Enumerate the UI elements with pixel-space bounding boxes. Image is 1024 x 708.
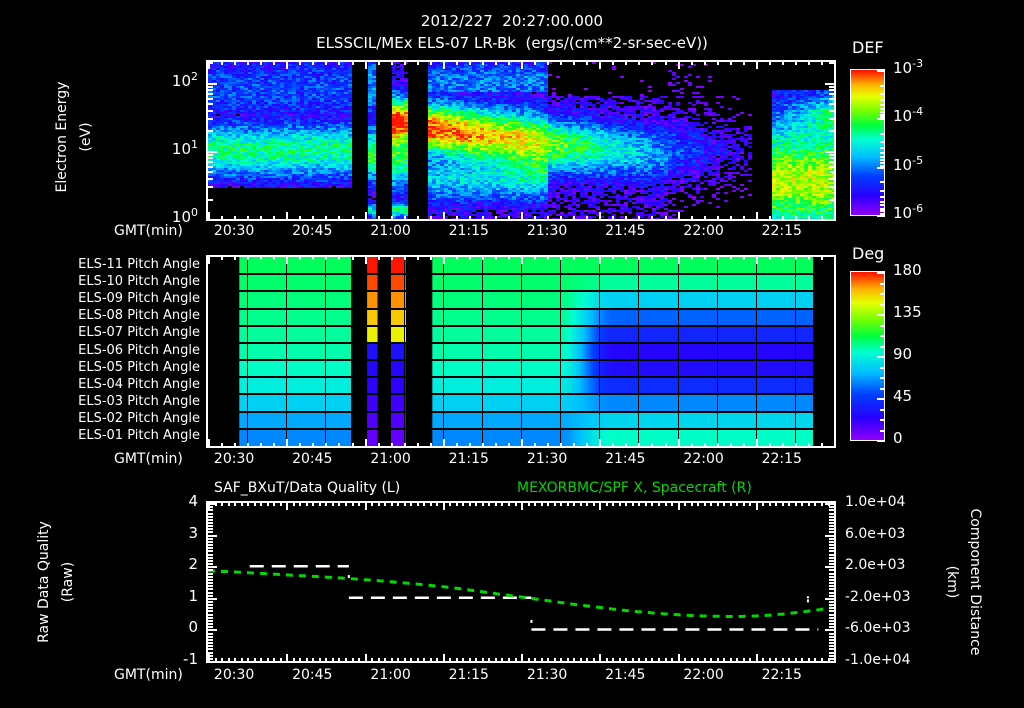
pitch-angle-panel <box>208 257 834 446</box>
panel3-ylabel-left: Raw Data Quality <box>36 521 52 643</box>
panel3-xaxis-label: GMT(min) <box>114 667 183 683</box>
def-colorbar <box>851 70 884 215</box>
electron-energy-spectrogram <box>208 62 834 219</box>
deg-colorbar-title: Deg <box>852 244 885 263</box>
plot-subtitle: ELSSCIL/MEx ELS-07 LR-Bk (ergs/(cm**2-sr… <box>316 34 708 52</box>
panel1-xaxis-label: GMT(min) <box>114 223 183 239</box>
panel2-frame <box>206 255 836 448</box>
def-colorbar-title: DEF <box>852 38 884 57</box>
panel3-yunits-left: (Raw) <box>60 561 76 603</box>
panel3-legend-left: SAF_BXuT/Data Quality (L) <box>214 480 401 496</box>
panel2-xaxis-label: GMT(min) <box>114 451 183 467</box>
panel3-yunits-right: (km) <box>944 565 960 599</box>
panel3-ylabel-right: Component Distance <box>967 508 983 656</box>
panel3-legend-right: MEXORBMC/SPF X, Spacecraft (R) <box>517 480 752 496</box>
data-quality-distance-plot <box>208 503 834 661</box>
panel1-frame <box>206 60 836 221</box>
panel1-yunits: (eV) <box>78 122 94 152</box>
plot-timestamp: 2012/227 20:27:00.000 <box>420 12 604 30</box>
panel1-ylabel: Electron Energy <box>54 81 70 193</box>
panel3-frame <box>206 501 836 663</box>
